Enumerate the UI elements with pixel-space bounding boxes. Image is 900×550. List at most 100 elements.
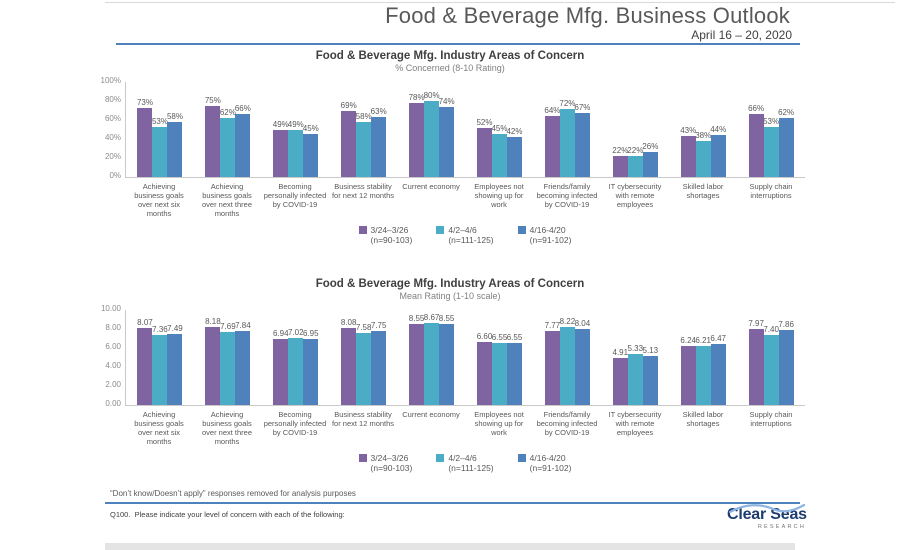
legend-swatch [358, 226, 367, 234]
legend-entry: 4/2–4/6 (n=111-125) [436, 453, 494, 473]
bar-group: 75% 62% 66% [194, 82, 262, 177]
bar [476, 342, 492, 405]
bar-group: 66% 53% 62% [737, 82, 805, 177]
bar [371, 117, 387, 177]
bar-column: 42% [506, 82, 522, 177]
bar [220, 118, 236, 177]
y-axis-tick: 40% [104, 133, 121, 142]
category-label: Achieving business goals over next three… [201, 410, 253, 446]
category-label: Skilled labor shortages [682, 182, 724, 200]
category-label: Achieving business goals over next six m… [134, 182, 184, 218]
y-axis-tick: 4.00 [105, 361, 121, 370]
bar-column: 6.55 [507, 310, 522, 405]
bar-value-label: 8.04 [574, 318, 591, 328]
y-axis-tick: 6.00 [105, 342, 121, 351]
plot-area: 0.00 2.00 4.00 6.00 8.00 10.00 8.07 7.36 7.49 8.1… [101, 304, 805, 408]
logo-subtext: RESEARCH [757, 524, 806, 530]
bar-column: 7.77 [545, 310, 560, 405]
bar-value-label: 8.22 [559, 316, 576, 326]
bar [612, 156, 628, 177]
bar-value-label: 6.95 [302, 328, 319, 338]
y-axis-tick: 60% [104, 114, 121, 123]
bar-column: 7.02 [288, 310, 304, 405]
clear-seas-logo: Clear Seas RESEARCH [727, 503, 807, 530]
bar [627, 156, 643, 177]
category-label: Current economy [402, 410, 460, 419]
bar [642, 356, 658, 405]
bar-group: 8.18 7.69 7.84 [194, 310, 262, 405]
category-label: Employees not showing up for work [474, 410, 524, 437]
bar-column: 44% [710, 82, 726, 177]
bar-value-label: 7.69 [220, 321, 236, 331]
category-label: Achieving business goals over next three… [201, 182, 253, 218]
bar-column: 7.75 [371, 310, 386, 405]
bar [574, 328, 590, 405]
bar [409, 102, 425, 177]
bar [341, 328, 357, 405]
bar [288, 130, 304, 177]
bar-column: 8.67 [424, 310, 439, 405]
bar-group: 8.55 8.67 8.55 [398, 310, 466, 405]
y-axis-tick: 100% [100, 76, 121, 85]
bar [288, 338, 304, 405]
legend-label: 3/24–3/26 (n=90-103) [370, 453, 413, 473]
bar-value-label: 8.18 [205, 317, 221, 327]
bar-value-label: 5.33 [627, 344, 644, 354]
bar-column: 72% [559, 82, 575, 177]
bar-value-label: 6.47 [710, 333, 726, 343]
bar-column: 8.18 [205, 310, 221, 405]
bar-column: 7.84 [235, 310, 251, 405]
analysis-footnote: “Don’t know/Doesn’t apply” responses rem… [110, 489, 356, 498]
bar-column: 63% [371, 82, 387, 177]
bar-value-label: 62% [219, 108, 236, 118]
bar-column: 8.55 [409, 310, 424, 405]
bar-column: 6.94 [273, 310, 289, 405]
bar-value-label: 7.58 [355, 323, 372, 332]
bar [152, 335, 168, 405]
bar-value-label: 4.91 [612, 348, 629, 358]
bar-value-label: 7.49 [167, 323, 183, 333]
bar [235, 330, 251, 405]
bar-column: 62% [219, 82, 236, 177]
bar [409, 323, 425, 405]
bar-value-label: 7.40 [763, 324, 779, 334]
bar-column: 7.97 [748, 310, 764, 405]
category-label: Achieving business goals over next six m… [134, 410, 184, 446]
bar [642, 152, 658, 177]
bar [627, 354, 643, 405]
bar-value-label: 45% [302, 124, 319, 134]
chart-legend: 3/24–3/26 (n=90-103) 4/2–4/6 (n=111-125) 4/1… [125, 225, 805, 245]
bar-value-label: 58% [166, 111, 183, 121]
y-axis-tick: 2.00 [105, 380, 121, 389]
bar-column: 66% [748, 82, 764, 177]
legend-label: 4/2–4/6 (n=111-125) [448, 225, 494, 245]
bar [748, 114, 764, 177]
bar [559, 108, 575, 177]
bar-value-label: 7.84 [235, 320, 251, 330]
bar-group: 8.08 7.58 7.75 [330, 310, 398, 405]
legend-label: 4/16-4/20 (n=91-102) [529, 453, 572, 473]
bar [695, 140, 711, 177]
bar [763, 126, 779, 177]
bar [710, 343, 726, 405]
bar-value-label: 49% [287, 120, 304, 130]
bar-column: 7.86 [778, 310, 794, 405]
category-label: Friends/family becoming infected by COVI… [536, 410, 598, 437]
bar [205, 105, 221, 177]
bar-column: 8.22 [560, 310, 575, 405]
bar-value-label: 64% [544, 106, 561, 116]
y-axis-tick: 8.00 [105, 323, 121, 332]
bar-value-label: 22% [612, 146, 629, 156]
bar [710, 135, 726, 177]
bar-value-label: 8.55 [438, 313, 455, 323]
y-axis-tick: 0% [109, 171, 121, 180]
bar-value-label: 53% [763, 116, 780, 126]
bar [506, 342, 522, 405]
chart-subtitle: Mean Rating (1-10 scale) [399, 291, 501, 301]
bar-value-label: 7.75 [370, 321, 387, 331]
category-label: Supply chain interruptions [749, 182, 793, 200]
bar-column: 4.91 [613, 310, 628, 405]
bar-group: 64% 72% 67% [533, 82, 601, 177]
header-divider [116, 43, 800, 45]
legend-swatch [517, 454, 526, 462]
